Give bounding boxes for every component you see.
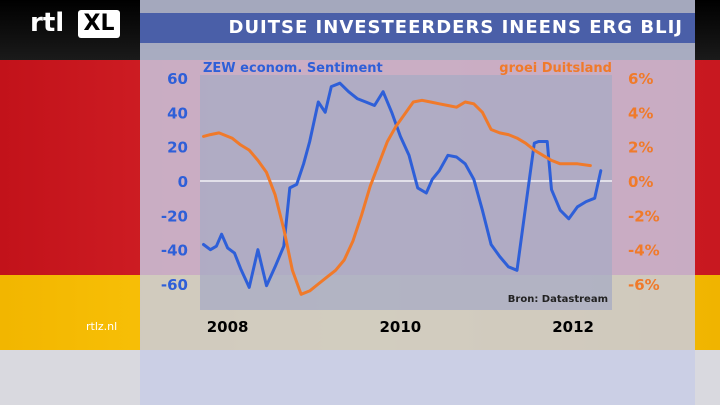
x-tick-label: 2008 <box>207 318 249 336</box>
y-right-tick-label: -6% <box>628 276 660 294</box>
logo-rtl-text: rtl <box>30 8 65 38</box>
y-left-tick-label: -60 <box>161 276 188 294</box>
series-line-growth <box>202 98 592 296</box>
x-tick-label: 2012 <box>552 318 594 336</box>
page-title: DUITSE INVESTEERDERS INEENS ERG BLIJ <box>228 17 683 38</box>
x-tick-label: 2010 <box>380 318 422 336</box>
y-right-tick-label: 6% <box>628 70 653 88</box>
y-right-tick-label: 0% <box>628 173 653 191</box>
y-left-tick-label: -40 <box>161 242 188 260</box>
y-left-tick-label: 20 <box>167 139 188 157</box>
series-label-zew: ZEW econom. Sentiment <box>203 61 383 76</box>
series-label-growth: groei Duitsland <box>499 61 612 76</box>
source-label: Bron: Datastream <box>508 294 608 305</box>
watermark-rtlz: rtlz.nl <box>86 320 118 333</box>
rtl-xl-logo: rtl XL <box>30 8 120 44</box>
y-right-tick-label: -4% <box>628 242 660 260</box>
logo-xl-text: XL <box>78 10 120 38</box>
y-right-tick-label: -2% <box>628 207 660 225</box>
y-right-tick-label: 2% <box>628 139 653 157</box>
y-left-tick-label: 40 <box>167 104 188 122</box>
y-left-tick-label: 60 <box>167 70 188 88</box>
y-right-tick-label: 4% <box>628 104 653 122</box>
y-left-tick-label: -20 <box>161 207 188 225</box>
title-bar: DUITSE INVESTEERDERS INEENS ERG BLIJ <box>140 13 695 43</box>
y-left-tick-label: 0 <box>178 173 188 191</box>
